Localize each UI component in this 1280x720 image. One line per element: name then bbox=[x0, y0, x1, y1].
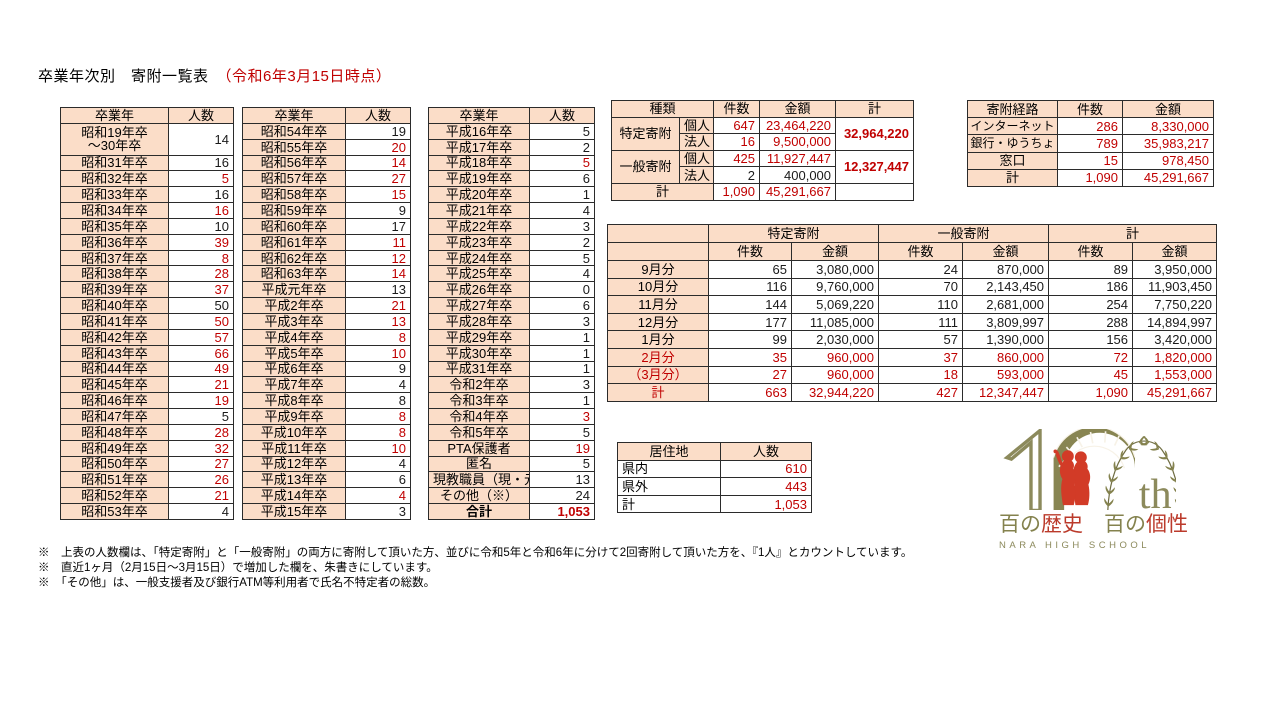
svg-text:th: th bbox=[1139, 471, 1172, 510]
